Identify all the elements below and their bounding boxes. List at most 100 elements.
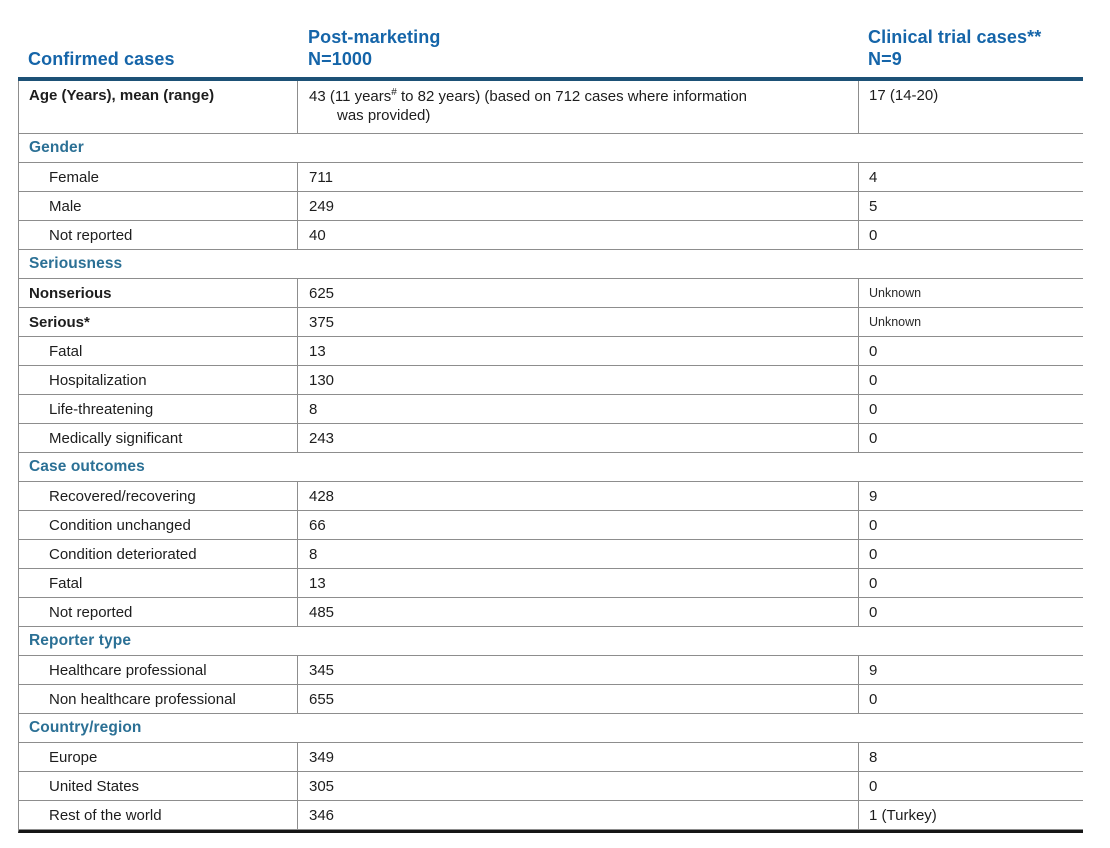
row-label-cell: Fatal	[19, 569, 297, 597]
clinical-trial-value: 0	[869, 603, 878, 621]
row-label-cell: Healthcare professional	[19, 656, 297, 684]
section-title: Seriousness	[29, 255, 123, 272]
post-marketing-value: 375	[309, 313, 335, 331]
post-marketing-value: 243	[309, 429, 335, 447]
clinical-trial-value-cell: 0	[858, 540, 1083, 568]
post-marketing-value-cell: 305	[297, 772, 858, 800]
table-row: Not reported 485 0	[19, 598, 1083, 627]
clinical-trial-value-cell: 0	[858, 511, 1083, 539]
table-row: Medically significant 243 0	[19, 424, 1083, 453]
clinical-trial-value: 0	[869, 342, 878, 360]
row-label-cell: Condition deteriorated	[19, 540, 297, 568]
section-rows: Female 711 4 Male 249 5 Not reported 40 …	[19, 163, 1083, 250]
age-value-part1: 43 (11 years	[309, 88, 392, 105]
post-marketing-value-cell: 485	[297, 598, 858, 626]
row-label-cell: United States	[19, 772, 297, 800]
clinical-trial-value-cell: 17 (14-20)	[858, 81, 1083, 133]
post-marketing-value-cell: 625	[297, 279, 858, 307]
clinical-trial-value-cell: 0	[858, 772, 1083, 800]
confirmed-cases-table: Confirmed cases Post-marketing N=1000 Cl…	[18, 26, 1083, 833]
post-marketing-value-cell: 428	[297, 482, 858, 510]
section-title: Gender	[29, 139, 84, 156]
table-row: United States 305 0	[19, 772, 1083, 801]
clinical-trial-value-cell: 9	[858, 656, 1083, 684]
post-marketing-value: 625	[309, 284, 335, 302]
table-row: Non healthcare professional 655 0	[19, 685, 1083, 714]
table-row: Recovered/recovering 428 9	[19, 482, 1083, 511]
section-rows: Healthcare professional 345 9 Non health…	[19, 656, 1083, 714]
table-row: Condition unchanged 66 0	[19, 511, 1083, 540]
table-row: Serious* 375 Unknown	[19, 308, 1083, 337]
row-label-cell: Hospitalization	[19, 366, 297, 394]
row-label: Recovered/recovering	[49, 487, 196, 505]
clinical-trial-value: 8	[869, 748, 878, 766]
column-header-post-marketing: Post-marketing N=1000	[297, 26, 858, 77]
table-row: Europe 349 8	[19, 743, 1083, 772]
post-marketing-value-cell: 345	[297, 656, 858, 684]
row-label: Not reported	[49, 226, 133, 244]
post-marketing-value: 655	[309, 690, 335, 708]
row-label-cell: Male	[19, 192, 297, 220]
clinical-trial-value: Unknown	[869, 315, 922, 329]
table-row: Not reported 40 0	[19, 221, 1083, 250]
confirmed-cases-label: Confirmed cases	[28, 49, 175, 69]
section-heading-row: Country/region	[19, 714, 1083, 743]
table-section: Seriousness Nonserious 625 Unknown Serio…	[19, 250, 1083, 453]
post-marketing-value-cell: 375	[297, 308, 858, 336]
clinical-trial-value: 4	[869, 168, 878, 186]
post-marketing-value-cell: 43 (11 years# to 82 years) (based on 712…	[297, 81, 858, 133]
clinical-trial-value-cell: 4	[858, 163, 1083, 191]
section-heading-row: Seriousness	[19, 250, 1083, 279]
age-value-part2: to 82 years) (based on 712 cases where i…	[396, 88, 748, 105]
post-marketing-value-cell: 349	[297, 743, 858, 771]
post-marketing-value: 130	[309, 371, 335, 389]
table-row: Life-threatening 8 0	[19, 395, 1083, 424]
table-header-row: Confirmed cases Post-marketing N=1000 Cl…	[18, 26, 1083, 81]
clinical-trial-cases-n: N=9	[868, 49, 902, 69]
row-label-cell: Serious*	[19, 308, 297, 336]
clinical-trial-value-cell: Unknown	[858, 279, 1083, 307]
clinical-trial-value: 0	[869, 690, 878, 708]
post-marketing-value: 711	[309, 168, 333, 186]
section-rows: Nonserious 625 Unknown Serious* 375 Unkn…	[19, 279, 1083, 453]
row-label-cell: Not reported	[19, 598, 297, 626]
clinical-trial-value-cell: Unknown	[858, 308, 1083, 336]
section-heading-row: Case outcomes	[19, 453, 1083, 482]
post-marketing-value: 305	[309, 777, 335, 795]
clinical-trial-value-cell: 5	[858, 192, 1083, 220]
row-label: Condition unchanged	[49, 516, 191, 534]
section-rows: Europe 349 8 United States 305 0 Rest of…	[19, 743, 1083, 830]
section-title: Country/region	[29, 719, 142, 736]
row-label: Life-threatening	[49, 400, 154, 418]
clinical-trial-value: 1 (Turkey)	[869, 806, 937, 824]
post-marketing-value-cell: 13	[297, 337, 858, 365]
clinical-trial-value-cell: 0	[858, 221, 1083, 249]
post-marketing-value-cell: 40	[297, 221, 858, 249]
clinical-trial-value-cell: 0	[858, 598, 1083, 626]
row-label-cell: Non healthcare professional	[19, 685, 297, 713]
row-label: Serious*	[29, 313, 90, 331]
clinical-trial-value: 0	[869, 545, 878, 563]
clinical-trial-value: Unknown	[869, 286, 922, 300]
clinical-trial-value-cell: 0	[858, 685, 1083, 713]
clinical-trial-value-cell: 0	[858, 569, 1083, 597]
clinical-trial-cases-label: Clinical trial cases**	[868, 27, 1042, 47]
footnote-marker: #	[391, 87, 397, 98]
clinical-trial-value: 0	[869, 371, 878, 389]
table-row: Fatal 13 0	[19, 337, 1083, 366]
row-label: Medically significant	[49, 429, 183, 447]
clinical-trial-value-cell: 0	[858, 337, 1083, 365]
clinical-trial-value-cell: 8	[858, 743, 1083, 771]
post-marketing-value: 249	[309, 197, 335, 215]
clinical-trial-value: 0	[869, 574, 878, 592]
table-row: Nonserious 625 Unknown	[19, 279, 1083, 308]
post-marketing-value-cell: 130	[297, 366, 858, 394]
row-label: Condition deteriorated	[49, 545, 197, 563]
section-heading-row: Gender	[19, 134, 1083, 163]
clinical-trial-value: 0	[869, 429, 878, 447]
row-label: Fatal	[49, 342, 83, 360]
post-marketing-value-cell: 249	[297, 192, 858, 220]
row-label-cell: Life-threatening	[19, 395, 297, 423]
post-marketing-value-cell: 13	[297, 569, 858, 597]
clinical-trial-value: 0	[869, 226, 878, 244]
